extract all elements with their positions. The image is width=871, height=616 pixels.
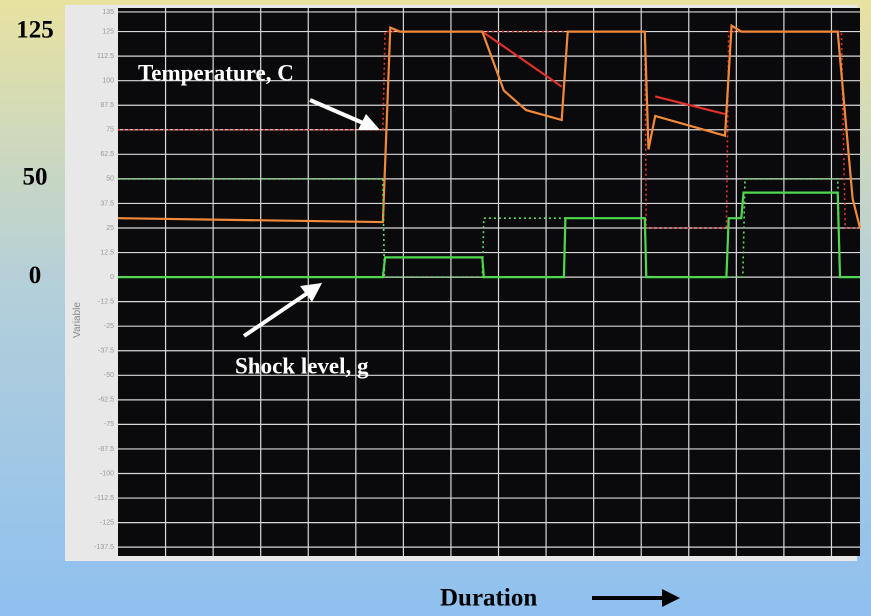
y-tick-label: -112.5 [95, 495, 114, 502]
y-tick-label: -37.5 [98, 348, 114, 355]
y-tick-label: -25 [104, 323, 114, 330]
y-tick-label: 135 [102, 9, 114, 16]
y-tick-label: 0 [110, 274, 114, 281]
y-tick-label: 37.5 [100, 200, 114, 207]
y-tick-label: 112.5 [97, 53, 114, 60]
y-tick-label: -12.5 [98, 298, 114, 305]
y-tick-label: -62.5 [98, 397, 114, 404]
y-tick-label: -50 [104, 372, 114, 379]
y-tick-label: 25 [106, 225, 114, 232]
y-tick-label: -75 [104, 421, 114, 428]
x-axis-label: Duration [440, 585, 537, 612]
y-tick-label: -100 [100, 470, 114, 477]
y-tick-label: -137.5 [94, 544, 114, 551]
y-tick-label: 75 [106, 127, 114, 134]
annotation: Temperature, C [138, 60, 294, 85]
y-tick-label: -125 [100, 519, 114, 526]
side-label: 0 [29, 262, 42, 289]
y-axis-label: Variable [72, 302, 83, 338]
page: Variable Temperature, C Shock level, g D… [0, 0, 871, 616]
annotation: Shock level, g [235, 353, 369, 378]
y-tick-label: 12.5 [100, 249, 114, 256]
y-tick-label: 125 [102, 28, 114, 35]
y-tick-label: -87.5 [98, 446, 114, 453]
y-tick-label: 50 [106, 176, 114, 183]
y-tick-label: 100 [102, 78, 114, 85]
y-tick-label: 62.5 [100, 151, 114, 158]
y-tick-label: 87.5 [100, 102, 114, 109]
side-label: 50 [23, 164, 48, 191]
side-label: 125 [16, 16, 54, 43]
